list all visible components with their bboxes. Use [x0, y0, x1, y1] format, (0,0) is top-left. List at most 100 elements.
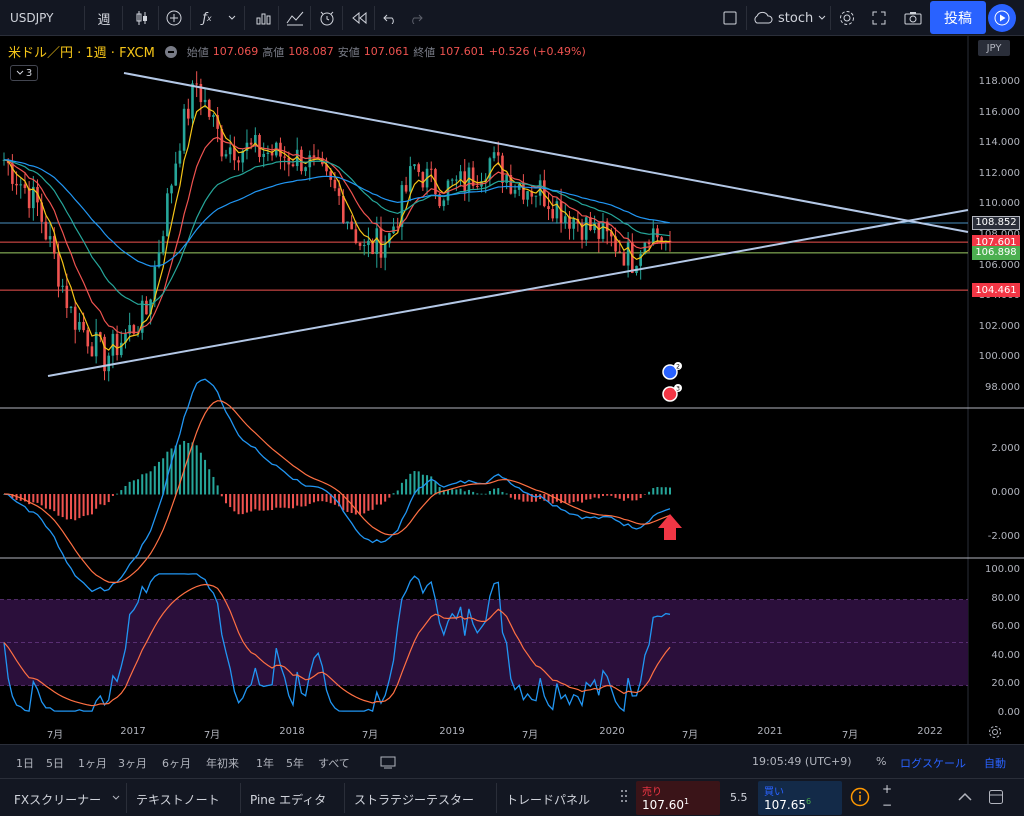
compare-range-icon[interactable]	[380, 755, 396, 772]
candle-body	[367, 240, 370, 246]
financials-icon[interactable]	[250, 0, 276, 36]
range-button[interactable]: 5年	[286, 757, 304, 770]
undo-icon[interactable]	[378, 0, 402, 36]
cloud-icon	[754, 11, 773, 24]
stoch-tick: 100.00	[985, 564, 1020, 575]
fullscreen-icon[interactable]	[866, 0, 892, 36]
drag-handle-icon[interactable]	[620, 789, 628, 806]
buy-button[interactable]: 買い 107.656	[758, 781, 842, 815]
macd-histogram-bar	[137, 479, 140, 495]
macd-histogram-bar	[447, 489, 449, 495]
macd-histogram-bar	[417, 471, 420, 495]
alert-clock-icon[interactable]	[314, 0, 340, 36]
scale-settings-gear-icon[interactable]	[988, 724, 1002, 743]
bottom-tab[interactable]: FXスクリーナー	[14, 793, 102, 807]
chevron-down-icon[interactable]	[222, 0, 242, 36]
bottom-tab[interactable]: テキストノート	[136, 793, 220, 807]
macd-histogram-bar	[28, 494, 31, 505]
candle-body	[191, 83, 194, 119]
close-value: 107.601	[439, 45, 485, 58]
candle-body	[119, 342, 123, 356]
macd-histogram-bar	[539, 494, 542, 500]
range-button[interactable]: すべて	[318, 757, 350, 770]
candle-body	[417, 164, 420, 173]
candle-body	[584, 217, 588, 240]
candle-body	[27, 187, 31, 209]
layout-icon[interactable]	[716, 0, 744, 36]
layout-name: stoch	[778, 10, 814, 26]
candle-body	[383, 243, 387, 258]
macd-histogram-bar	[237, 494, 240, 515]
range-button[interactable]: 6ヶ月	[162, 757, 191, 770]
camera-icon[interactable]	[900, 0, 926, 36]
macd-histogram-bar	[49, 494, 52, 510]
candle-style-icon[interactable]	[128, 0, 156, 36]
macd-histogram-bar	[564, 494, 567, 503]
macd-histogram-bar	[36, 494, 39, 503]
chevron-down-icon[interactable]	[112, 791, 120, 805]
event-count-dot	[674, 362, 682, 370]
chevron-up-icon[interactable]	[958, 791, 972, 805]
macd-histogram-bar	[635, 494, 638, 501]
auto-scale-toggle[interactable]: 自動	[984, 757, 1006, 770]
macd-histogram-bar	[576, 494, 579, 502]
macd-histogram-bar	[354, 494, 357, 515]
quantity-increase-button[interactable]: +	[881, 782, 893, 796]
candle-body	[195, 83, 198, 85]
macd-histogram-bar	[488, 491, 491, 495]
compare-add-icon[interactable]	[162, 0, 186, 36]
sell-price-sup: 1	[684, 797, 690, 806]
quantity-decrease-button[interactable]: −	[881, 798, 893, 812]
replay-icon[interactable]	[346, 0, 372, 36]
candle-body	[212, 115, 215, 117]
settings-gear-icon[interactable]	[834, 0, 860, 36]
symbol-label: USDJPY	[10, 11, 54, 25]
range-button[interactable]: 1日	[16, 757, 34, 770]
macd-histogram-bar	[467, 489, 470, 495]
candle-body	[459, 171, 462, 180]
play-icon[interactable]	[988, 4, 1016, 32]
publish-button[interactable]: 投稿	[930, 1, 986, 34]
range-button[interactable]: 1ヶ月	[78, 757, 107, 770]
high-label: 高値	[262, 45, 285, 59]
collapse-indicators-button[interactable]: 3	[10, 65, 38, 81]
macd-histogram-bar	[555, 494, 558, 502]
sell-button[interactable]: 売り 107.601	[636, 781, 720, 815]
range-button[interactable]: 年初来	[206, 757, 239, 770]
redo-icon[interactable]	[404, 0, 428, 36]
candle-body	[69, 306, 73, 309]
bottom-tab[interactable]: Pine エディタ	[250, 793, 327, 807]
candle-body	[362, 245, 366, 247]
percent-toggle[interactable]: %	[876, 755, 887, 768]
range-button[interactable]: 5日	[46, 757, 64, 770]
macd-histogram-bar	[111, 494, 114, 496]
open-label: 始値	[186, 45, 209, 59]
macd-histogram-bar	[325, 494, 328, 502]
hide-legend-icon[interactable]	[164, 45, 177, 58]
bottom-tab[interactable]: トレードパネル	[506, 793, 591, 807]
range-button[interactable]: 1年	[256, 757, 274, 770]
interval-button[interactable]: 週	[90, 0, 118, 36]
maximize-panel-icon[interactable]	[988, 789, 1004, 808]
candle-body	[513, 189, 517, 194]
bottom-tab[interactable]: ストラテジーテスター	[354, 793, 475, 807]
price-chart[interactable]: 23	[0, 36, 1024, 744]
clock-label[interactable]: 19:05:49 (UTC+9)	[752, 755, 852, 768]
log-scale-toggle[interactable]: ログスケール	[900, 757, 966, 770]
info-icon[interactable]	[850, 787, 870, 810]
macd-histogram-bar	[434, 481, 437, 495]
macd-histogram-bar	[271, 494, 274, 510]
macd-histogram-bar	[405, 479, 408, 495]
templates-icon[interactable]	[282, 0, 308, 36]
chart-legend: 米ドル／円 · 1週 · FXCM 始値 107.069 高値 108.087 安値…	[8, 42, 586, 61]
layout-save-button[interactable]: stoch	[752, 0, 828, 36]
stoch-d-line	[3, 583, 671, 707]
range-button[interactable]: 3ヶ月	[118, 757, 147, 770]
candle-body	[597, 222, 601, 239]
macd-histogram-bar	[229, 494, 232, 508]
candle-body	[568, 216, 571, 229]
candle-body	[547, 206, 550, 210]
symbol-search[interactable]: USDJPY	[10, 0, 80, 36]
candle-body	[639, 254, 642, 266]
